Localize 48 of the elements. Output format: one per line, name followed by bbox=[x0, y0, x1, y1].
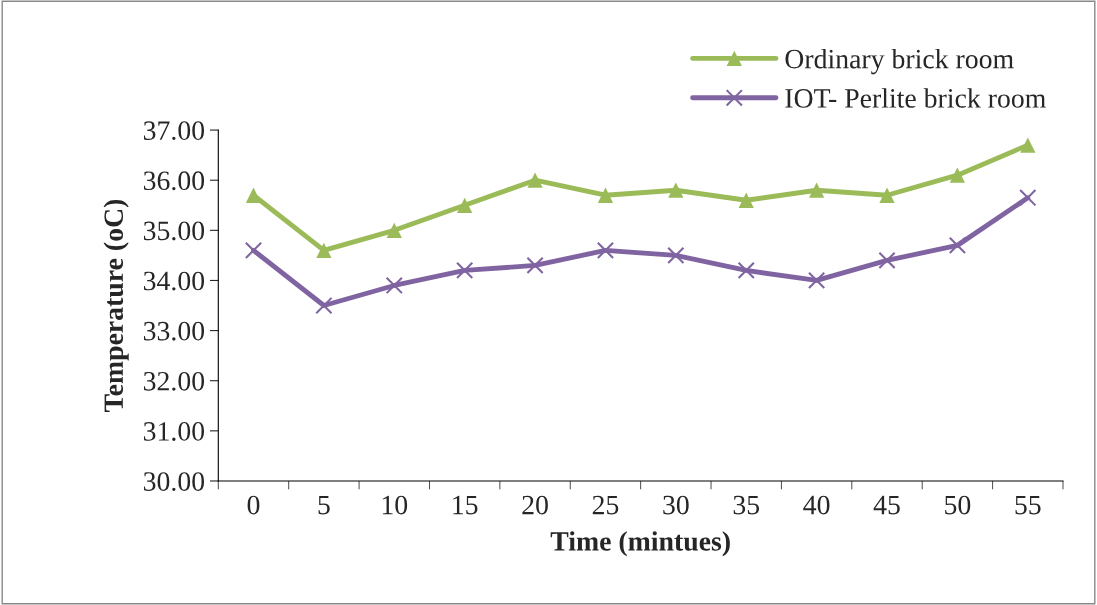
point bbox=[1020, 137, 1036, 153]
point bbox=[737, 261, 755, 280]
point bbox=[1019, 189, 1037, 207]
point bbox=[526, 256, 544, 275]
point bbox=[315, 296, 333, 315]
x-tick-label: 15 bbox=[453, 495, 478, 515]
point bbox=[668, 182, 684, 198]
point bbox=[245, 187, 262, 203]
y-tick-label: 33.00 bbox=[143, 321, 205, 341]
point bbox=[457, 197, 473, 213]
x-tick-label: 55 bbox=[1015, 495, 1041, 515]
x-tick-label: 0 bbox=[247, 495, 260, 515]
point bbox=[386, 222, 402, 238]
point bbox=[527, 172, 543, 188]
point bbox=[878, 251, 896, 270]
point bbox=[808, 182, 825, 198]
x-axis-title: Time (mintues) bbox=[550, 531, 730, 557]
x-tick-label: 20 bbox=[522, 495, 548, 515]
point bbox=[244, 241, 263, 260]
point bbox=[597, 187, 614, 203]
y-axis-title: Temperature (oC) bbox=[103, 199, 129, 412]
y-tick-label: 31.00 bbox=[143, 422, 205, 441]
x-tick-label: 5 bbox=[318, 495, 330, 515]
point bbox=[948, 236, 967, 255]
point bbox=[738, 192, 754, 208]
x-tick-label: 30 bbox=[663, 495, 689, 515]
x-tick-label: 10 bbox=[382, 495, 408, 515]
x-tick-label: 25 bbox=[592, 495, 619, 515]
point bbox=[807, 271, 826, 290]
point bbox=[455, 261, 474, 280]
point bbox=[879, 187, 895, 203]
x-tick-label: 40 bbox=[803, 495, 830, 515]
y-tick-label: 30.00 bbox=[143, 472, 205, 492]
legend-label: IOT- Perlite brick room bbox=[785, 88, 1046, 108]
y-tick-label: 34.00 bbox=[143, 271, 205, 291]
y-tick-label: 35.00 bbox=[143, 221, 205, 241]
y-tick-label: 32.00 bbox=[143, 371, 205, 391]
point bbox=[667, 246, 685, 265]
y-tick-label: 36.00 bbox=[143, 171, 205, 191]
x-tick-label: 45 bbox=[873, 495, 900, 515]
point bbox=[385, 276, 403, 295]
point bbox=[949, 167, 966, 183]
y-tick-label: 37.00 bbox=[143, 121, 205, 141]
legend-label: Ordinary brick room bbox=[785, 48, 1014, 75]
x-tick-label: 50 bbox=[945, 495, 971, 515]
point bbox=[316, 242, 332, 259]
point bbox=[596, 241, 615, 260]
x-tick-label: 35 bbox=[733, 495, 760, 515]
